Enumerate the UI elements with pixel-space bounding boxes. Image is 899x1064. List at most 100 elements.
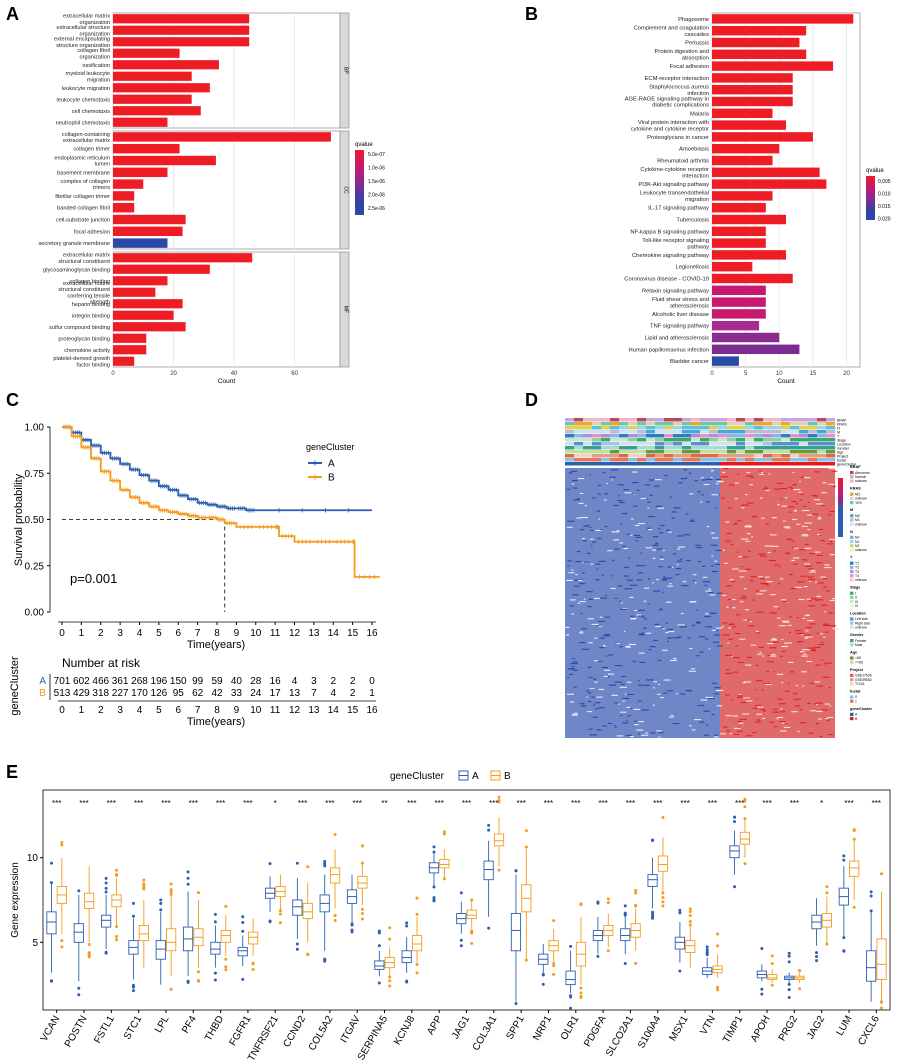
annotation-cell [592, 454, 602, 458]
heatmap-cell [738, 726, 741, 728]
heatmap-cell [805, 626, 813, 628]
heatmap-cell [728, 627, 732, 629]
heatmap-cell [762, 717, 766, 720]
category-label: organization [80, 54, 110, 60]
bar [712, 73, 793, 83]
heatmap-cell [783, 526, 790, 528]
heatmap-cell [660, 524, 665, 526]
outlier-point [606, 949, 610, 953]
outlier-point [815, 951, 819, 955]
legend-swatch [850, 479, 854, 483]
bar [712, 344, 800, 355]
heatmap-cell [690, 601, 697, 603]
heatmap-cell [716, 705, 723, 707]
heatmap-cell [665, 632, 669, 634]
annotation-cell [826, 422, 836, 426]
annotation-cell [790, 450, 800, 454]
heatmap-cell [749, 620, 752, 623]
heatmap-cell [655, 479, 662, 481]
annotation-cell [718, 418, 728, 422]
legend-label: >65 [855, 656, 861, 660]
risk-x-tick-label: 14 [328, 705, 340, 716]
heatmap-cell [796, 632, 804, 634]
heatmap-cell [764, 545, 773, 547]
tick-label: 20 [170, 371, 177, 377]
outlier-point [114, 925, 118, 929]
heatmap-cell [781, 645, 789, 648]
outlier-point [415, 912, 419, 916]
heatmap-cell [829, 510, 835, 513]
heatmap-cell [812, 513, 819, 515]
heatmap-cell [614, 702, 619, 704]
bar [113, 333, 147, 343]
heatmap-cell [586, 552, 591, 554]
heatmap-cell [823, 586, 827, 588]
annotation-cell [763, 418, 773, 422]
heatmap-cell [622, 722, 629, 724]
outlier-point [405, 924, 409, 928]
legend-label: T4 [855, 574, 859, 578]
heatmap-cell [735, 522, 737, 524]
heatmap-cell [777, 607, 780, 609]
heatmap-cell [568, 572, 575, 574]
heatmap-cell [634, 524, 640, 527]
heatmap-cell [623, 630, 626, 632]
heatmap-cell [638, 634, 645, 636]
annotation-cell [601, 434, 611, 438]
heatmap-cell [787, 624, 792, 626]
outlier-point [442, 830, 446, 834]
outlier-point [705, 953, 709, 957]
outlier-point [825, 885, 829, 889]
heatmap-cell [675, 574, 680, 576]
gene-label: OLR1 [559, 1014, 582, 1043]
heatmap-cell [663, 679, 671, 681]
facet-label: CC [343, 186, 349, 194]
annotation-cell [790, 426, 800, 430]
bar [113, 345, 147, 355]
gene-label: FSTL1 [92, 1014, 117, 1046]
heatmap-cell [736, 551, 739, 553]
outlier-point [60, 945, 64, 949]
annotation-cell [637, 418, 647, 422]
annotation-cell [655, 434, 665, 438]
category-label: extracellular matrix [63, 14, 110, 20]
heatmap-cell [814, 581, 818, 583]
heatmap-cell [631, 481, 639, 484]
tick-label: 0 [111, 371, 115, 377]
heatmap-cell [759, 651, 762, 653]
heatmap-cell [598, 518, 601, 520]
box-body [73, 923, 84, 943]
heatmap-cell [649, 646, 656, 648]
heatmap-cell [766, 670, 769, 672]
annotation-cell [592, 450, 602, 454]
heatmap-cell [743, 588, 747, 590]
heatmap-cell [634, 609, 638, 612]
significance-label: *** [598, 799, 607, 808]
box-body [248, 931, 259, 945]
outlier-point [798, 969, 802, 973]
heatmap-cell [572, 661, 578, 663]
annotation-cell [664, 442, 674, 446]
heatmap-cell [626, 706, 631, 709]
heatmap-cell [826, 590, 830, 592]
annotation-row-label: KRAS [837, 422, 847, 426]
annotation-cell [637, 458, 647, 462]
annotation-cell [610, 454, 620, 458]
annotation-cell [691, 450, 701, 454]
heatmap-cell [662, 627, 665, 630]
legend-label: N2 [855, 544, 859, 548]
outlier-point [131, 984, 135, 988]
heatmap-cell [569, 673, 574, 675]
annotation-cell [727, 450, 737, 454]
heatmap-cell [590, 545, 593, 547]
heatmap-cell [643, 627, 647, 629]
heatmap-cell [699, 651, 704, 653]
box-body [510, 913, 522, 952]
heatmap-cell [768, 473, 771, 475]
significance-label: *** [489, 799, 498, 808]
heatmap-cell [624, 492, 632, 494]
outlier-point [497, 868, 501, 872]
heatmap-cell [642, 616, 645, 618]
heatmap-cell [701, 494, 704, 496]
heatmap-cell [638, 680, 640, 682]
